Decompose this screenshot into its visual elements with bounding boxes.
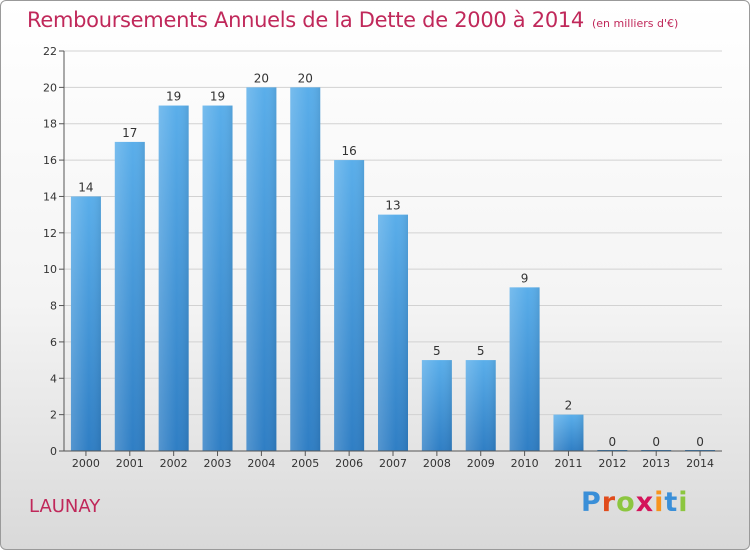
y-tick-label: 2 [50, 409, 57, 422]
bar-shine-2005 [290, 87, 321, 451]
x-tick-label-2003: 2003 [204, 457, 232, 470]
x-tick-label-2012: 2012 [598, 457, 626, 470]
x-tick-label-2000: 2000 [72, 457, 100, 470]
bar-shine-2002 [158, 105, 189, 451]
x-tick-label-2005: 2005 [291, 457, 319, 470]
value-label-2005: 20 [298, 71, 313, 85]
x-tick-label-2004: 2004 [247, 457, 275, 470]
x-tick-label-2013: 2013 [642, 457, 670, 470]
place-name: LAUNAY [29, 496, 101, 517]
x-tick-label-2008: 2008 [423, 457, 451, 470]
value-label-2003: 19 [210, 90, 225, 104]
x-tick-label-2014: 2014 [686, 457, 714, 470]
value-label-2000: 14 [78, 180, 93, 194]
bar-shine-2009 [465, 360, 496, 451]
bar-shine-2000 [70, 196, 101, 451]
value-label-2013: 0 [652, 435, 660, 449]
logo-letter: i [654, 487, 665, 518]
bar-shine-2006 [334, 160, 365, 451]
x-tick-label-2001: 2001 [116, 457, 144, 470]
logo-letter: o [616, 487, 636, 518]
x-tick-label-2006: 2006 [335, 457, 363, 470]
value-label-2006: 16 [341, 144, 356, 158]
y-tick-label: 12 [43, 227, 57, 240]
value-label-2010: 9 [521, 271, 529, 285]
y-tick-label: 0 [50, 445, 57, 458]
value-label-2012: 0 [609, 435, 617, 449]
logo-letter: P [581, 487, 602, 518]
y-axis: 0 2 4 6 8 10 12 14 16 18 20 22 [43, 45, 65, 458]
value-label-2014: 0 [696, 435, 704, 449]
x-tick-label-2011: 2011 [554, 457, 582, 470]
logo-letter: x [635, 487, 655, 518]
bar-shine-2003 [202, 105, 233, 451]
y-tick-label: 14 [43, 190, 57, 203]
bar-shine-2004 [246, 87, 277, 451]
bar-shine-2010 [509, 287, 540, 451]
value-label-2009: 5 [477, 344, 485, 358]
logo-letter: r [601, 487, 617, 518]
y-tick-label: 16 [43, 154, 57, 167]
y-tick-label: 20 [43, 81, 57, 94]
y-tick-label: 10 [43, 263, 57, 276]
value-label-2008: 5 [433, 344, 441, 358]
x-tick-label-2010: 2010 [511, 457, 539, 470]
bar-shine-2011 [553, 414, 584, 451]
value-label-2001: 17 [122, 126, 137, 140]
x-axis: 2000 2001 2002 2003 2004 2005 2006 2007 2008 2009… [64, 450, 722, 470]
bar-shine-2001 [114, 141, 145, 451]
value-label-2002: 19 [166, 90, 181, 104]
x-tick-label-2007: 2007 [379, 457, 407, 470]
y-tick-label: 22 [43, 45, 57, 58]
y-tick-label: 18 [43, 118, 57, 131]
value-label-2004: 20 [254, 71, 269, 85]
x-tick-label-2009: 2009 [467, 457, 495, 470]
y-tick-label: 6 [50, 336, 57, 349]
value-label-2011: 2 [565, 399, 573, 413]
value-label-2007: 13 [385, 199, 400, 213]
logo-letter: t [664, 487, 679, 518]
y-tick-label: 8 [50, 300, 57, 313]
chart-unit: (en milliers d'€) [592, 17, 679, 30]
y-tick-label: 4 [50, 372, 57, 385]
logo-letter: i [678, 487, 689, 518]
chart-title-text: Remboursements Annuels de la Dette de 20… [27, 8, 584, 32]
chart-title: Remboursements Annuels de la Dette de 20… [27, 8, 678, 32]
bar-shine-2008 [421, 360, 452, 451]
bar-shine-2007 [378, 214, 408, 451]
x-tick-label-2002: 2002 [160, 457, 188, 470]
proxiti-logo: Proxiti [581, 487, 689, 518]
